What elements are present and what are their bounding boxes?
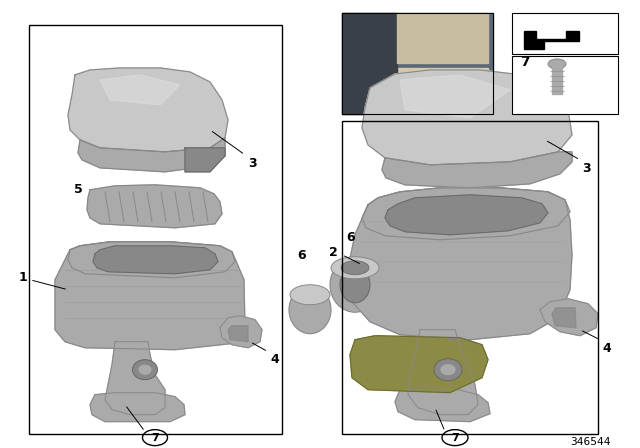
- Polygon shape: [55, 242, 245, 350]
- Polygon shape: [100, 75, 180, 105]
- Text: 5: 5: [74, 183, 83, 196]
- Polygon shape: [78, 138, 225, 172]
- Polygon shape: [105, 342, 165, 415]
- Bar: [29, 25, 282, 434]
- Polygon shape: [93, 246, 218, 274]
- Polygon shape: [68, 68, 228, 152]
- Polygon shape: [342, 13, 493, 114]
- Bar: [512, 56, 618, 114]
- Ellipse shape: [132, 360, 157, 379]
- Text: 3: 3: [582, 162, 591, 175]
- Polygon shape: [524, 31, 579, 49]
- Polygon shape: [362, 188, 570, 240]
- Ellipse shape: [440, 364, 456, 376]
- Bar: [512, 13, 618, 54]
- Ellipse shape: [331, 257, 379, 279]
- Ellipse shape: [341, 261, 369, 275]
- Polygon shape: [362, 70, 572, 165]
- Text: 7: 7: [451, 433, 459, 443]
- Text: 7: 7: [520, 55, 530, 69]
- Polygon shape: [90, 392, 185, 422]
- Polygon shape: [185, 148, 225, 172]
- Polygon shape: [552, 64, 562, 94]
- Text: 2: 2: [329, 246, 338, 259]
- Text: 7: 7: [151, 433, 159, 443]
- Polygon shape: [395, 390, 490, 422]
- Ellipse shape: [330, 257, 380, 312]
- Text: 1: 1: [19, 271, 27, 284]
- Bar: [342, 13, 493, 114]
- Ellipse shape: [138, 364, 152, 375]
- Polygon shape: [348, 188, 572, 340]
- Polygon shape: [228, 326, 248, 342]
- Polygon shape: [68, 242, 235, 278]
- Ellipse shape: [340, 267, 370, 303]
- Polygon shape: [342, 13, 397, 114]
- Ellipse shape: [442, 430, 468, 446]
- Polygon shape: [408, 330, 478, 415]
- Polygon shape: [385, 195, 548, 235]
- Bar: [342, 121, 598, 434]
- Text: 346544: 346544: [570, 437, 611, 447]
- Ellipse shape: [289, 286, 331, 334]
- Polygon shape: [397, 13, 488, 63]
- Ellipse shape: [143, 430, 168, 446]
- Text: 6: 6: [347, 231, 355, 244]
- Text: 6: 6: [298, 249, 307, 262]
- Ellipse shape: [290, 285, 330, 305]
- Polygon shape: [350, 336, 488, 392]
- Polygon shape: [220, 316, 262, 348]
- Polygon shape: [400, 75, 510, 118]
- Polygon shape: [382, 152, 572, 188]
- Polygon shape: [552, 308, 576, 328]
- Polygon shape: [348, 69, 488, 109]
- Polygon shape: [540, 299, 598, 336]
- Text: 4: 4: [602, 342, 611, 355]
- Ellipse shape: [548, 59, 566, 69]
- Polygon shape: [87, 185, 222, 228]
- Ellipse shape: [434, 359, 462, 381]
- Text: 4: 4: [270, 353, 279, 366]
- Text: 3: 3: [248, 157, 257, 170]
